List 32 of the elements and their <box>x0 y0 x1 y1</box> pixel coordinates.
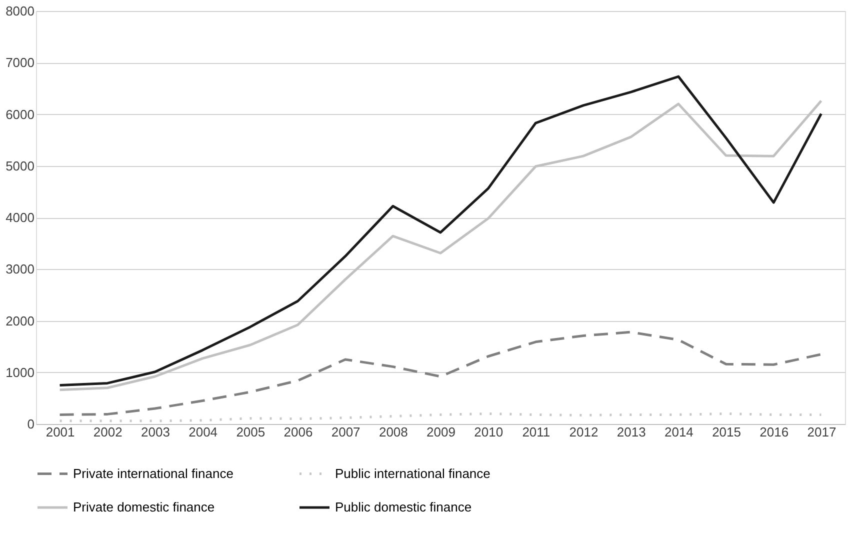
x-tick-label: 2004 <box>188 424 218 440</box>
legend-label: Private international finance <box>73 466 234 481</box>
legend-label: Private domestic finance <box>73 500 215 514</box>
x-tick-label: 2015 <box>712 424 741 440</box>
x-tick-label: 2001 <box>46 424 75 440</box>
x-tick-label: 2009 <box>426 424 456 440</box>
legend-label: Public international finance <box>335 466 490 481</box>
x-tick-label: 2014 <box>664 424 694 440</box>
y-tick-label: 7000 <box>6 55 34 70</box>
y-tick-label: 8000 <box>6 4 34 18</box>
y-tick-label: 6000 <box>6 106 34 122</box>
x-tick-label: 2007 <box>331 424 360 440</box>
x-tick-label: 2010 <box>474 424 504 440</box>
legend-label: Public domestic finance <box>335 500 472 514</box>
x-tick-label: 2006 <box>284 424 313 440</box>
x-tick-label: 2016 <box>760 424 789 440</box>
x-tick-label: 2003 <box>141 424 170 440</box>
x-tick-label: 2017 <box>807 424 836 440</box>
x-tick-label: 2013 <box>616 424 646 440</box>
y-tick-label: 2000 <box>6 313 34 328</box>
y-tick-label: 1000 <box>6 364 34 380</box>
y-tick-label: 0 <box>27 416 34 432</box>
x-tick-label: 2012 <box>569 424 598 440</box>
x-tick-label: 2002 <box>93 424 122 440</box>
y-tick-label: 4000 <box>6 210 34 225</box>
line-series <box>58 412 822 422</box>
y-tick-label: 3000 <box>6 262 34 277</box>
x-tick-label: 2011 <box>522 424 550 440</box>
line-series <box>58 330 822 416</box>
x-tick-label: 2008 <box>378 424 408 440</box>
y-tick-label: 5000 <box>6 158 34 174</box>
x-tick-label: 2005 <box>236 424 266 440</box>
